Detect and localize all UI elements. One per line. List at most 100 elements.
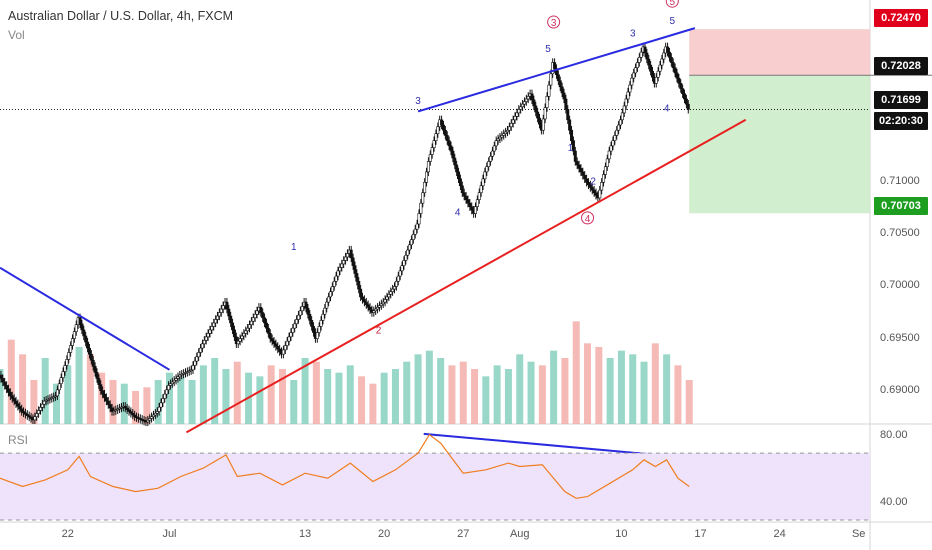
stop-zone [689, 29, 870, 76]
volume-bar [0, 369, 4, 424]
candle-body [50, 397, 54, 399]
candle-body [594, 192, 598, 196]
candle-body [259, 307, 263, 313]
candle-body [481, 178, 485, 187]
candle-body [385, 296, 389, 300]
volume-bar [493, 365, 501, 424]
candle-body [686, 103, 690, 110]
volume-label[interactable]: Vol [8, 28, 25, 42]
price-tick: 0.70500 [880, 227, 920, 240]
candle-body [579, 168, 583, 173]
candle-body [253, 313, 257, 319]
candle-body [509, 122, 513, 128]
candle-body [615, 129, 619, 136]
candle-body [300, 306, 304, 312]
candle-body [483, 171, 487, 180]
candle-body [193, 360, 197, 366]
target-price-text: 0.70703 [881, 200, 921, 212]
candle-body [57, 383, 61, 391]
time-tick: 27 [457, 528, 470, 540]
price-tick: 0.71000 [880, 175, 920, 188]
candle-body [40, 403, 44, 408]
candle-body [69, 345, 73, 353]
volume-bar [256, 376, 264, 424]
candle-body [87, 347, 91, 355]
candle-body [336, 270, 340, 277]
symbol-title[interactable]: Australian Dollar / U.S. Dollar, 4h, FXC… [8, 9, 234, 23]
candle-body [432, 140, 436, 148]
candle-body [199, 347, 203, 353]
candle-body [430, 147, 434, 155]
candle-body [679, 83, 683, 89]
candle-body [242, 333, 246, 337]
candle-body [479, 185, 483, 194]
wave-label: 2 [590, 176, 596, 187]
volume-bar [188, 380, 196, 424]
candle-body [671, 62, 675, 69]
entry-price-text: 0.72028 [881, 60, 921, 72]
time-tick: 24 [773, 528, 786, 540]
volume-bar [177, 376, 185, 424]
candle-body [669, 56, 673, 63]
candle-body [526, 96, 530, 100]
candle-body [278, 348, 282, 352]
candle-body [617, 124, 621, 131]
candle-body [577, 164, 581, 169]
wave-label: 1 [568, 143, 574, 154]
volume-bar [143, 387, 151, 424]
candle-body [202, 340, 206, 345]
candle-body [217, 312, 221, 317]
candle-body [212, 322, 216, 327]
candle-body [231, 322, 235, 331]
candle-body [592, 189, 596, 194]
candle-body [71, 338, 75, 346]
candle-body [366, 304, 370, 308]
candle-body [172, 379, 176, 383]
candle-body [118, 407, 122, 410]
candle-body [266, 327, 270, 334]
candle-body [628, 84, 632, 93]
candle-body [140, 419, 144, 421]
wave-labels: 1 2 3 4 5 3 1 2 4 3 4 5 5 [291, 0, 679, 336]
candle-body [457, 171, 461, 180]
volume-bar [380, 372, 388, 424]
volume-bar [550, 350, 558, 424]
candle-body [328, 291, 332, 298]
candle-body [206, 333, 210, 338]
candle-body [99, 384, 103, 391]
candle-body [119, 406, 123, 409]
candle-body [332, 280, 336, 287]
candle-body [306, 307, 310, 315]
candle-body [35, 413, 39, 418]
candle-body [38, 407, 42, 411]
candle-body [176, 376, 180, 379]
candle-body [417, 213, 421, 225]
candle-body [191, 365, 195, 371]
candle-body [27, 415, 31, 418]
candle-body [59, 377, 63, 385]
candle-body [408, 244, 412, 251]
candle-body [351, 257, 355, 266]
rsi-label[interactable]: RSI [8, 433, 29, 447]
candle-body [387, 293, 391, 298]
candle-body [524, 98, 528, 102]
candle-body [182, 373, 186, 375]
candle-body [195, 356, 199, 362]
volume-bar [685, 380, 693, 424]
candle-body [150, 416, 154, 419]
candle-body [246, 327, 250, 332]
volume-bar [290, 380, 298, 424]
candle-body [568, 119, 572, 131]
candle-body [315, 332, 319, 339]
candle-body [364, 301, 368, 306]
volume-bar [516, 354, 524, 424]
candle-body [52, 396, 56, 399]
candle-body [489, 155, 493, 162]
candle-body [626, 91, 630, 100]
volume-bar [109, 380, 117, 424]
wave-label-circle [547, 15, 561, 29]
target-zone [689, 75, 870, 214]
candle-body [421, 192, 425, 204]
candle-body [55, 389, 59, 397]
volume-bar [335, 372, 343, 424]
